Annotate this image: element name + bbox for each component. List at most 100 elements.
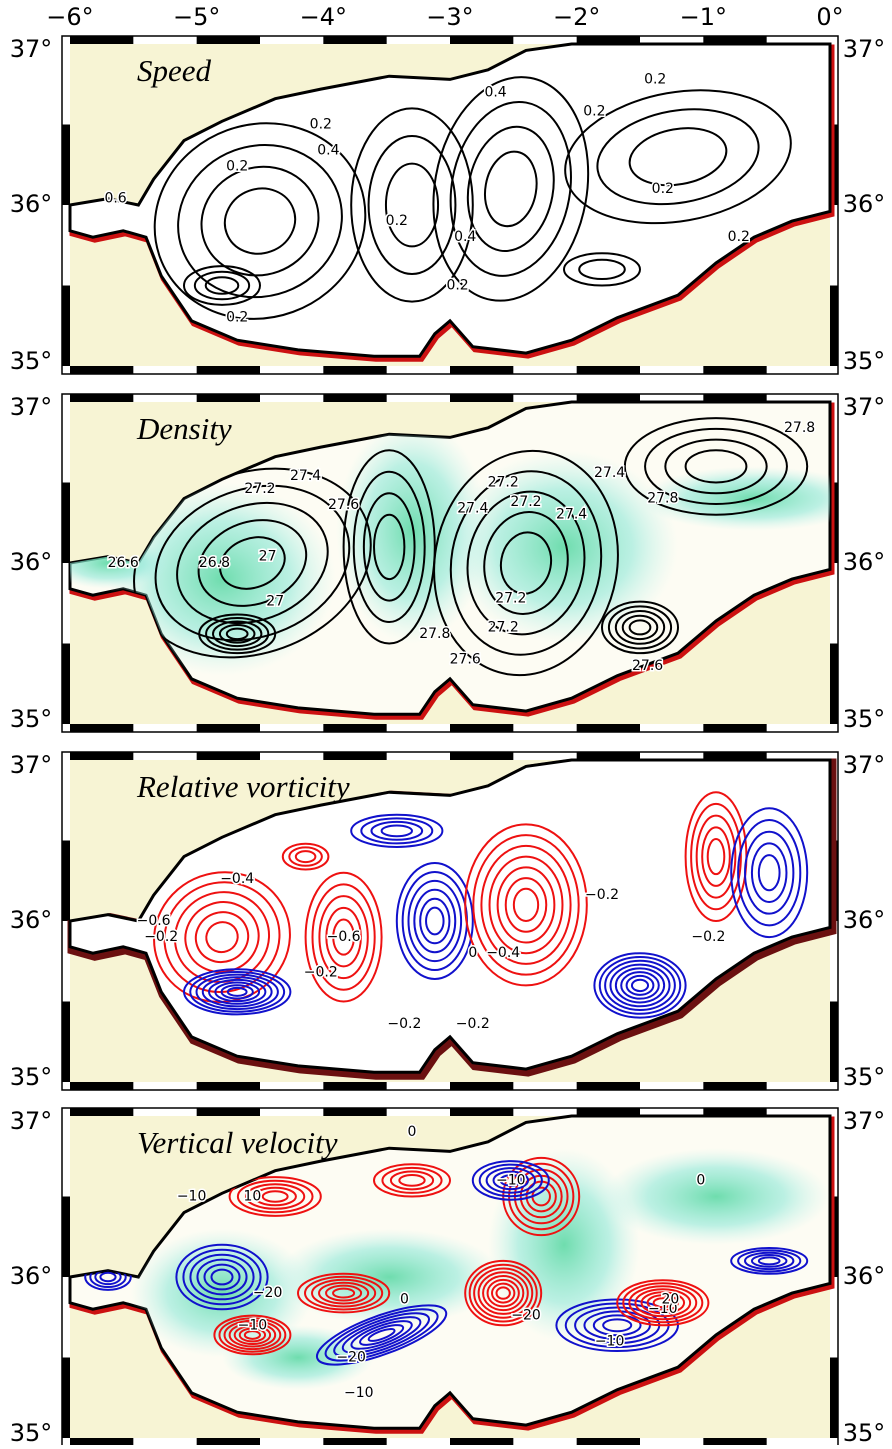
y-tick-label-right: 35° [843, 705, 886, 733]
contour-label: −10 [238, 1317, 268, 1333]
y-tick-label-right: 37° [843, 35, 886, 63]
frame-tick [703, 366, 766, 374]
contour-label: −10 [496, 1172, 526, 1188]
frame-tick [577, 724, 640, 732]
frame-tick [70, 366, 133, 374]
figure: −6°−5°−4°−3°−2°−1°0°Speed0.20.40.60.20.2… [0, 0, 892, 1445]
y-tick-label-left: 37° [10, 393, 53, 421]
contour-label: 27.4 [556, 507, 587, 523]
y-tick-label-left: 37° [10, 1107, 53, 1135]
contour-label: 27.4 [290, 468, 321, 484]
frame-tick [197, 366, 260, 374]
frame-tick [323, 366, 386, 374]
contour-label: −10 [595, 1333, 625, 1349]
contour-label: −20 [336, 1350, 366, 1366]
frame-tick [450, 752, 513, 760]
contour-label: 0 [468, 945, 477, 961]
x-tick-label: −1° [680, 3, 727, 31]
contour-label: 0.2 [226, 310, 248, 326]
contour-label: −0.2 [144, 929, 178, 945]
y-tick-label-left: 35° [10, 1063, 53, 1091]
frame-tick [450, 1082, 513, 1090]
contour-label: 0.2 [226, 158, 248, 174]
frame-tick [62, 286, 70, 367]
frame-tick [577, 366, 640, 374]
frame-tick [197, 394, 260, 402]
contour-label: 0.2 [446, 278, 468, 294]
y-tick-label-left: 36° [10, 548, 53, 576]
contour-label: 27.4 [457, 500, 488, 516]
frame-tick [450, 1108, 513, 1116]
frame-tick [450, 394, 513, 402]
y-tick-label-left: 35° [10, 1419, 53, 1445]
frame-tick [450, 36, 513, 44]
contour-label: 0 [408, 1124, 417, 1140]
frame-tick [62, 1002, 70, 1083]
contour-label: 27.6 [632, 658, 663, 674]
frame-tick [70, 752, 133, 760]
frame-tick [830, 644, 838, 725]
contour-label: −0.2 [585, 887, 619, 903]
contour-label: 26.8 [199, 555, 230, 571]
frame-tick [197, 752, 260, 760]
contour-label: −0.6 [137, 913, 171, 929]
contour-label: −0.2 [456, 1016, 490, 1032]
y-tick-label-left: 35° [10, 347, 53, 375]
contour-label: −0.2 [304, 965, 338, 981]
frame-tick [323, 724, 386, 732]
contour-label: 27.8 [419, 626, 450, 642]
frame-tick [197, 1438, 260, 1445]
frame-tick [70, 1082, 133, 1090]
x-tick-label: 0° [816, 3, 843, 31]
frame-tick [70, 724, 133, 732]
contour-label: 0.4 [484, 84, 506, 100]
y-tick-label-left: 37° [10, 35, 53, 63]
contour-label: 0 [696, 1172, 705, 1188]
x-tick-label: −5° [173, 3, 220, 31]
contour-label: 27.2 [495, 590, 526, 606]
x-tick-label: −3° [426, 3, 473, 31]
frame-tick [70, 1108, 133, 1116]
contour-label: 27.2 [244, 481, 275, 497]
map-panel: Vertical velocity−1010−20−10−20−100−10−2… [10, 1107, 886, 1445]
panel-title: Relative vorticity [136, 769, 350, 804]
contour-label: 27.6 [450, 652, 481, 668]
frame-tick [703, 1082, 766, 1090]
contour-label: 27.2 [488, 475, 519, 491]
y-tick-label-right: 37° [843, 1107, 886, 1135]
panel-title: Density [136, 411, 232, 446]
y-tick-label-right: 36° [843, 1262, 886, 1290]
contour-label: 27 [266, 594, 284, 610]
contour-label: 27.2 [488, 619, 519, 635]
frame-tick [323, 1438, 386, 1445]
contour-label: 27.8 [647, 491, 678, 507]
contour-label: 0.6 [104, 191, 126, 207]
x-tick-label: −4° [300, 3, 347, 31]
frame-tick [450, 366, 513, 374]
y-tick-label-left: 36° [10, 190, 53, 218]
map-panel: Relative vorticity−0.4−0.6−0.2−0.6−0.2−0… [10, 751, 886, 1091]
panel-title: Vertical velocity [137, 1125, 338, 1160]
contour-label: 27.2 [510, 494, 541, 510]
contour-label: 27.6 [328, 497, 359, 513]
contour-label: 27.4 [594, 465, 625, 481]
x-tick-label: −2° [553, 3, 600, 31]
map-panel: Speed0.20.40.60.20.20.40.20.20.40.20.20.… [10, 35, 886, 375]
contour-label: 0.2 [644, 71, 666, 87]
frame-tick [323, 1108, 386, 1116]
frame-tick [62, 483, 70, 564]
y-tick-label-left: 37° [10, 751, 53, 779]
contour-label: 0.2 [310, 117, 332, 133]
frame-tick [450, 724, 513, 732]
y-tick-label-right: 37° [843, 751, 886, 779]
frame-tick [323, 752, 386, 760]
frame-tick [703, 724, 766, 732]
contour-label: 27 [259, 549, 277, 565]
contour-label: −0.6 [327, 929, 361, 945]
y-tick-label-right: 35° [843, 1063, 886, 1091]
frame-tick [197, 1108, 260, 1116]
contour-label: 0.2 [386, 213, 408, 229]
y-tick-label-right: 35° [843, 347, 886, 375]
frame-tick [450, 1438, 513, 1445]
contour-label: −20 [511, 1308, 541, 1324]
